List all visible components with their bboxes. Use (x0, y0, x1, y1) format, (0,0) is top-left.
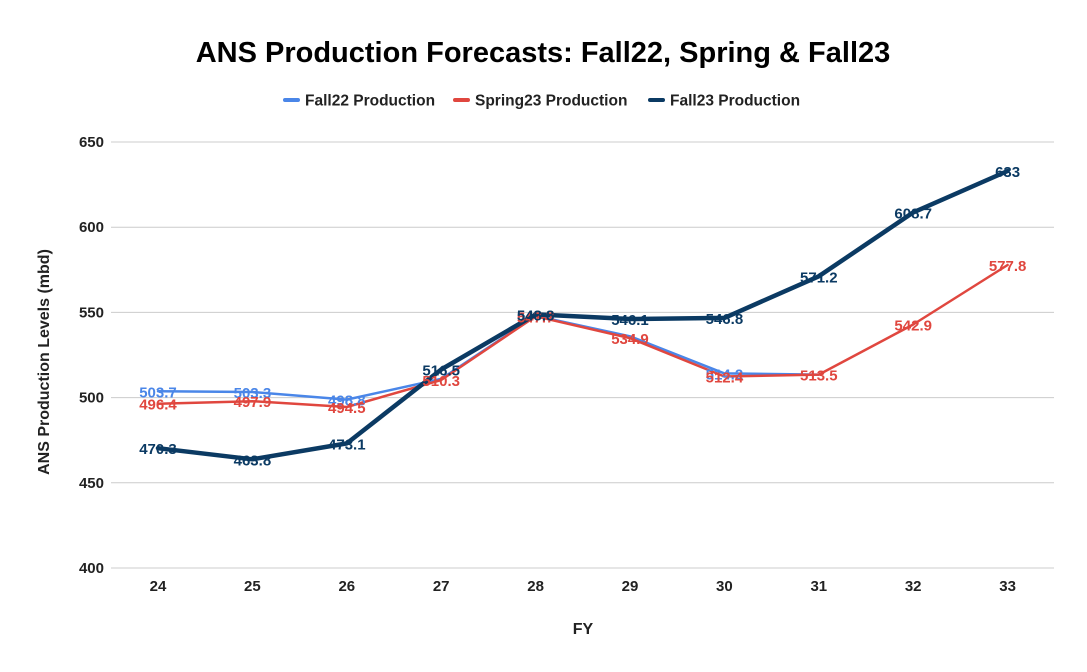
data-label: 546.1 (611, 312, 649, 329)
data-label: 470.3 (139, 441, 177, 458)
y-tick-label: 650 (79, 134, 104, 151)
legend-label: Fall22 Production (305, 93, 435, 110)
y-axis-ticks: 400 450 500 550 600 650 (79, 134, 104, 577)
x-tick-label: 25 (244, 578, 261, 595)
x-tick-label: 33 (999, 578, 1016, 595)
data-label: 463.8 (234, 452, 272, 469)
data-label: 473.1 (328, 436, 366, 453)
data-label: 512.4 (706, 369, 744, 386)
data-label: 498.8 (328, 393, 366, 410)
y-tick-label: 550 (79, 304, 104, 321)
y-tick-label: 500 (79, 390, 104, 407)
chart-legend: Fall22 Production Spring23 Production Fall… (283, 93, 800, 110)
data-label: 577.8 (989, 258, 1027, 275)
x-tick-label: 27 (433, 578, 450, 595)
data-label: 542.9 (894, 317, 932, 334)
data-label: 496.4 (139, 397, 177, 414)
data-label: 534.9 (611, 331, 649, 348)
legend-label: Spring23 Production (475, 93, 627, 110)
series-line-fall23-production (155, 168, 1010, 462)
legend-item: Spring23 Production (453, 93, 627, 110)
chart-data-labels: 503.7 503.3 498.8 514.2 496.4 497.9 494.5 510.3… (139, 164, 1026, 469)
x-tick-label: 26 (338, 578, 355, 595)
data-label: 503.7 (139, 384, 177, 401)
x-tick-label: 28 (527, 578, 544, 595)
data-label: 571.2 (800, 269, 838, 286)
y-tick-label: 600 (79, 219, 104, 236)
data-label: 546.8 (706, 311, 744, 328)
data-label: 497.9 (234, 394, 272, 411)
data-label: 548.8 (517, 307, 555, 324)
x-tick-label: 24 (150, 578, 167, 595)
data-label: 510.3 (422, 373, 460, 390)
data-label: 633 (995, 164, 1020, 181)
x-axis-ticks: 24 25 26 27 28 29 30 31 32 33 (150, 578, 1016, 595)
legend-item: Fall23 Production (648, 93, 800, 110)
data-label: 513.5 (800, 368, 838, 385)
y-tick-label: 400 (79, 560, 104, 577)
x-tick-label: 29 (622, 578, 639, 595)
y-tick-label: 450 (79, 475, 104, 492)
chart-title: ANS Production Forecasts: Fall22, Spring… (196, 37, 891, 69)
chart-series (155, 168, 1010, 462)
data-label: 608.7 (894, 205, 932, 222)
legend-item: Fall22 Production (283, 93, 435, 110)
data-label: 503.3 (234, 385, 272, 402)
chart-gridlines (111, 141, 1054, 569)
legend-label: Fall23 Production (670, 93, 800, 110)
x-tick-label: 32 (905, 578, 922, 595)
data-label: 547.7 (517, 309, 555, 326)
data-label: 514.2 (706, 366, 744, 383)
data-label: 494.5 (328, 400, 366, 417)
x-tick-label: 31 (810, 578, 827, 595)
data-label: 516.5 (422, 362, 460, 379)
y-axis-title: ANS Production Levels (mbd) (36, 249, 53, 475)
series-line-spring23-production (156, 263, 1009, 409)
x-axis-title: FY (573, 621, 594, 638)
x-tick-label: 30 (716, 578, 733, 595)
